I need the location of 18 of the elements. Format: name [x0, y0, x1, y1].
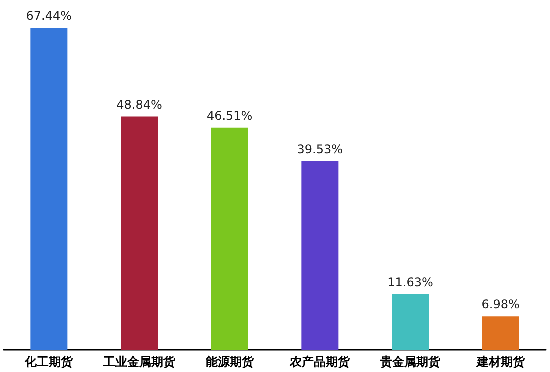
x-tick-label: 农产品期货: [289, 355, 352, 369]
bar: [482, 316, 520, 350]
bar: [302, 161, 339, 350]
data-label: 46.51%: [206, 108, 253, 123]
data-label: 6.98%: [482, 298, 520, 312]
data-label: 39.53%: [297, 142, 344, 156]
x-tick-label: 贵金属期货: [380, 355, 442, 369]
x-tick-label: 工业金属期货: [102, 355, 176, 369]
bar: [211, 128, 248, 350]
data-label: 48.84%: [116, 98, 162, 112]
bar: [121, 116, 158, 350]
data-label: 11.63%: [388, 275, 434, 290]
x-tick-label: 建材期货: [476, 355, 526, 369]
bar: [30, 28, 68, 350]
data-label: 67.44%: [26, 9, 72, 23]
x-tick-label: 化工期货: [24, 355, 74, 369]
bar: [392, 294, 429, 350]
x-tick-label: 能源期货: [206, 355, 255, 369]
